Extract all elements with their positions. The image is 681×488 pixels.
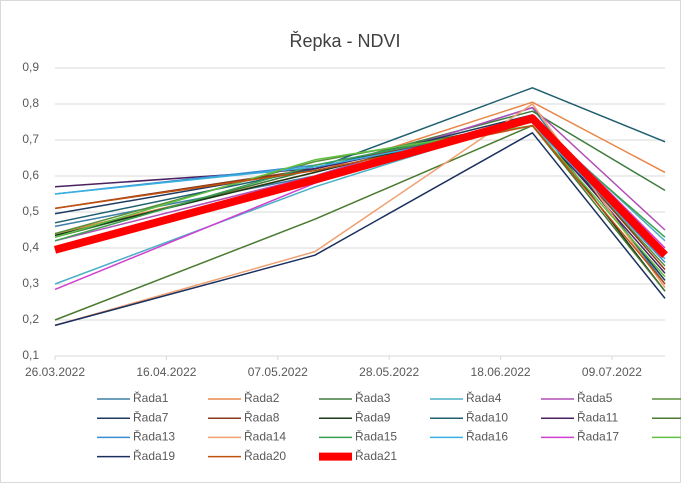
legend-label: Řada16 — [466, 429, 508, 444]
legend-label: Řada8 — [244, 409, 280, 424]
legend-label: Řada11 — [577, 409, 618, 424]
legend-label: Řada20 — [244, 448, 286, 463]
series-line — [54, 121, 666, 242]
legend-label: Řada9 — [355, 409, 391, 424]
y-tick-label: 0,2 — [22, 312, 39, 326]
series-line — [54, 87, 666, 224]
x-tick-label: 16.04.2022 — [136, 365, 196, 379]
y-tick-label: 0,5 — [22, 204, 39, 218]
legend-label: Řada10 — [466, 409, 508, 424]
legend-label: Řada13 — [133, 429, 175, 444]
series-line — [54, 124, 666, 278]
x-tick-label: 07.05.2022 — [248, 365, 308, 379]
legend-label: Řada5 — [577, 390, 613, 405]
legend-label: Řada3 — [355, 390, 391, 405]
y-tick-label: 0,9 — [22, 60, 39, 74]
legend-label: Řada15 — [355, 429, 397, 444]
x-tick-label: 26.03.2022 — [25, 365, 85, 379]
x-tick-label: 09.07.2022 — [582, 365, 642, 379]
series-line — [54, 103, 666, 327]
legend-label: Řada1 — [133, 390, 169, 405]
y-tick-label: 0,3 — [22, 276, 39, 290]
x-tick-label: 28.05.2022 — [359, 365, 419, 379]
y-tick-label: 0,8 — [22, 96, 39, 110]
y-tick-label: 0,1 — [22, 348, 39, 362]
legend-label: Řada7 — [133, 409, 169, 424]
legend-label: Řada2 — [244, 390, 280, 405]
series-line — [54, 132, 666, 327]
y-tick-label: 0,7 — [22, 132, 39, 146]
legend-label: Řada4 — [466, 390, 502, 405]
y-tick-label: 0,4 — [22, 240, 39, 254]
legend-label: Řada21 — [355, 448, 397, 463]
legend-label: Řada17 — [577, 429, 619, 444]
series-line — [54, 124, 666, 321]
chart-title: Řepka - NDVI — [289, 31, 400, 51]
x-tick-label: 18.06.2022 — [471, 365, 531, 379]
y-tick-label: 0,6 — [22, 168, 39, 182]
legend-label: Řada19 — [133, 448, 175, 463]
series-line — [53, 114, 668, 258]
legend-label: Řada14 — [244, 429, 286, 444]
